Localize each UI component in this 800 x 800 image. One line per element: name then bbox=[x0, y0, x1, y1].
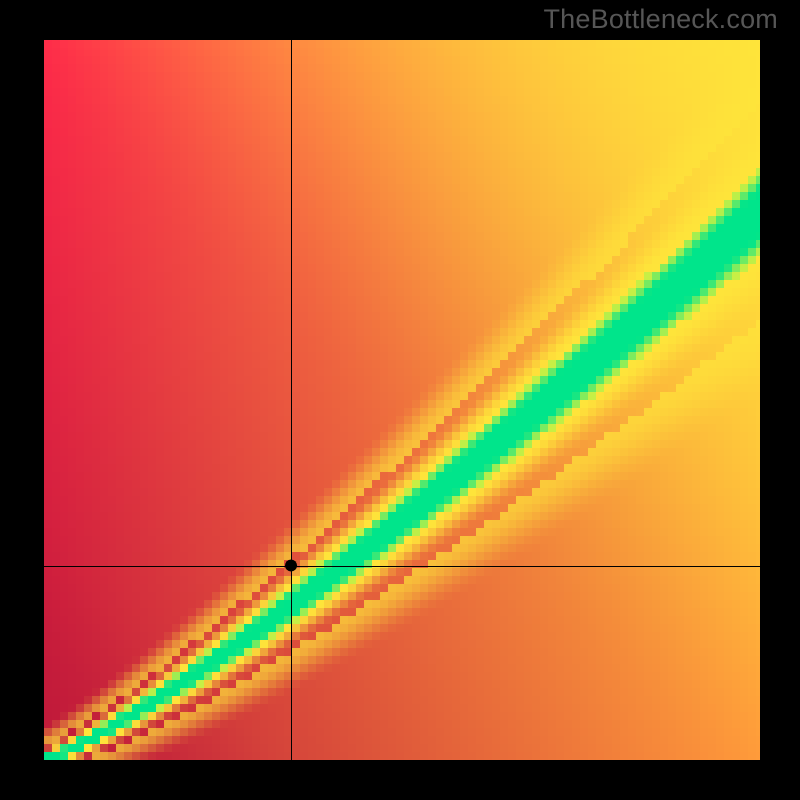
chart-root: TheBottleneck.com bbox=[0, 0, 800, 800]
watermark-text: TheBottleneck.com bbox=[543, 4, 778, 35]
heatmap-canvas bbox=[44, 40, 760, 760]
plot-area bbox=[44, 40, 760, 760]
